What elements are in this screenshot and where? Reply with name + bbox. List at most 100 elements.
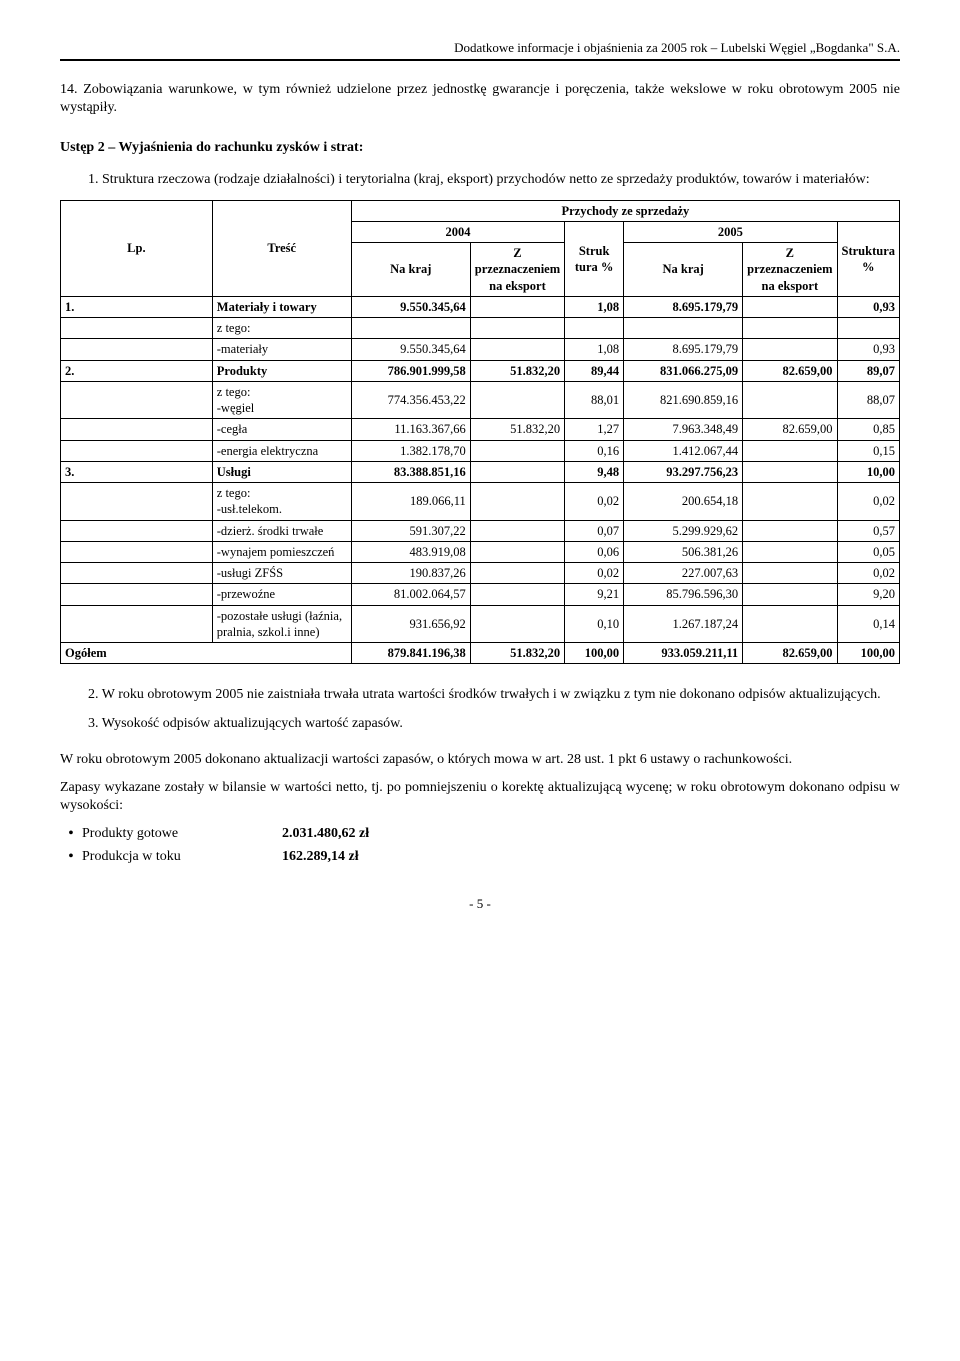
ustep2-title: Ustęp 2 – Wyjaśnienia do rachunku zysków… <box>60 139 900 157</box>
cell-value <box>743 541 837 562</box>
cell-value: 89,44 <box>565 360 624 381</box>
col-nakraj-2005: Na kraj <box>624 243 743 297</box>
bullet-value: 162.289,14 zł <box>282 848 359 866</box>
cell-value <box>624 318 743 339</box>
cell-tresc: Produkty <box>212 360 351 381</box>
table-row: 2.Produkty786.901.999,5851.832,2089,4483… <box>61 360 900 381</box>
cell-value: 0,16 <box>565 440 624 461</box>
col-struk-2005: Struktura % <box>837 221 899 296</box>
cell-tresc: -pozostałe usługi (łaźnia, pralnia, szko… <box>212 605 351 643</box>
cell-value: 786.901.999,58 <box>351 360 470 381</box>
cell-value: 0,02 <box>837 563 899 584</box>
cell-lp: 2. <box>61 360 213 381</box>
cell-value <box>743 483 837 521</box>
cell-lp <box>61 339 213 360</box>
cell-value: 10,00 <box>837 461 899 482</box>
cell-value <box>743 318 837 339</box>
bullet-icon: • <box>60 848 82 866</box>
cell-value: 0,93 <box>837 296 899 317</box>
cell-value <box>470 381 564 419</box>
cell-tresc: -materiały <box>212 339 351 360</box>
cell-tresc: Usługi <box>212 461 351 482</box>
cell-value: 189.066,11 <box>351 483 470 521</box>
cell-value <box>743 520 837 541</box>
cell-value: 9.550.345,64 <box>351 339 470 360</box>
cell-value <box>470 440 564 461</box>
cell-value: 88,07 <box>837 381 899 419</box>
cell-value: 1.382.178,70 <box>351 440 470 461</box>
bullet-icon: • <box>60 825 82 843</box>
cell-value <box>470 605 564 643</box>
cell-value: 9,21 <box>565 584 624 605</box>
cell-value: 0,05 <box>837 541 899 562</box>
bullet-item: •Produkty gotowe2.031.480,62 zł <box>60 825 900 843</box>
cell-lp <box>61 584 213 605</box>
revenue-table: Lp. Treść Przychody ze sprzedaży 2004 St… <box>60 200 900 665</box>
paragraph-1-intro: 1. Struktura rzeczowa (rodzaje działalno… <box>88 171 900 189</box>
cell-value: 879.841.196,38 <box>351 643 470 664</box>
col-struk-2004: Struk tura % <box>565 221 624 296</box>
cell-value <box>743 381 837 419</box>
cell-tresc: -przewoźne <box>212 584 351 605</box>
cell-tresc: -wynajem pomieszczeń <box>212 541 351 562</box>
cell-value: 1,27 <box>565 419 624 440</box>
cell-value: 831.066.275,09 <box>624 360 743 381</box>
cell-value: 5.299.929,62 <box>624 520 743 541</box>
cell-value <box>743 563 837 584</box>
cell-value <box>470 483 564 521</box>
cell-value <box>470 584 564 605</box>
cell-value <box>743 440 837 461</box>
cell-value: 506.381,26 <box>624 541 743 562</box>
cell-value: 51.832,20 <box>470 643 564 664</box>
cell-tresc: z tego: <box>212 318 351 339</box>
cell-lp <box>61 381 213 419</box>
year-2005: 2005 <box>624 221 837 242</box>
cell-value: 100,00 <box>565 643 624 664</box>
cell-tresc: z tego: -usł.telekom. <box>212 483 351 521</box>
cell-value: 100,00 <box>837 643 899 664</box>
cell-value: 0,02 <box>565 563 624 584</box>
cell-value: 51.832,20 <box>470 419 564 440</box>
cell-value: 0,02 <box>565 483 624 521</box>
cell-value: 0,15 <box>837 440 899 461</box>
cell-value <box>743 296 837 317</box>
table-row: Ogółem879.841.196,3851.832,20100,00933.0… <box>61 643 900 664</box>
table-row: -pozostałe usługi (łaźnia, pralnia, szko… <box>61 605 900 643</box>
cell-tresc: -energia elektryczna <box>212 440 351 461</box>
cell-lp <box>61 440 213 461</box>
cell-value: 227.007,63 <box>624 563 743 584</box>
table-row: -cegła11.163.367,6651.832,201,277.963.34… <box>61 419 900 440</box>
cell-lp <box>61 483 213 521</box>
cell-lp <box>61 520 213 541</box>
cell-value: 81.002.064,57 <box>351 584 470 605</box>
cell-value: 931.656,92 <box>351 605 470 643</box>
table-row: 3.Usługi83.388.851,169,4893.297.756,2310… <box>61 461 900 482</box>
cell-value <box>470 339 564 360</box>
cell-value: 591.307,22 <box>351 520 470 541</box>
col-eksport-2005: Z przeznaczeniem na eksport <box>743 243 837 297</box>
col-lp: Lp. <box>61 200 213 296</box>
page-header: Dodatkowe informacje i objaśnienia za 20… <box>60 40 900 61</box>
cell-value: 200.654,18 <box>624 483 743 521</box>
cell-value <box>470 541 564 562</box>
table-row: -energia elektryczna1.382.178,70 0,161.41… <box>61 440 900 461</box>
cell-value: 11.163.367,66 <box>351 419 470 440</box>
cell-value: 0,57 <box>837 520 899 541</box>
cell-lp <box>61 563 213 584</box>
cell-tresc: Ogółem <box>61 643 352 664</box>
cell-value <box>743 461 837 482</box>
cell-value <box>470 296 564 317</box>
cell-lp <box>61 541 213 562</box>
cell-value: 93.297.756,23 <box>624 461 743 482</box>
cell-value <box>565 318 624 339</box>
bullet-label: Produkty gotowe <box>82 825 282 843</box>
cell-value: 1.412.067,44 <box>624 440 743 461</box>
cell-value: 88,01 <box>565 381 624 419</box>
paragraph-14: 14. Zobowiązania warunkowe, w tym równie… <box>60 81 900 117</box>
page-footer: - 5 - <box>60 896 900 913</box>
cell-value <box>743 605 837 643</box>
col-nakraj-2004: Na kraj <box>351 243 470 297</box>
paragraph-after: W roku obrotowym 2005 dokonano aktualiza… <box>60 751 900 769</box>
table-row: -dzierż. środki trwałe591.307,220,075.29… <box>61 520 900 541</box>
bullet-list: •Produkty gotowe2.031.480,62 zł•Produkcj… <box>60 825 900 865</box>
